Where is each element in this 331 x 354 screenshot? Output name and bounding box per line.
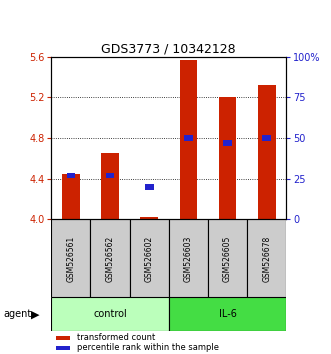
Bar [169,297,286,331]
Bar [51,297,169,331]
Text: GSM526602: GSM526602 [145,235,154,281]
Text: control: control [93,309,127,319]
Bar [62,174,80,219]
Bar [145,184,154,190]
Title: GDS3773 / 10342128: GDS3773 / 10342128 [102,42,236,56]
Bar [208,219,247,297]
Bar [51,219,90,297]
Bar [184,135,193,141]
Text: agent: agent [3,309,31,319]
Bar [219,97,236,219]
Bar [247,219,286,297]
Bar [56,336,70,340]
Text: GSM526561: GSM526561 [67,235,75,281]
Bar [56,346,70,350]
Text: ▶: ▶ [30,309,39,319]
Bar [67,173,75,178]
Bar [90,219,130,297]
Text: IL-6: IL-6 [218,309,237,319]
Bar [140,217,158,219]
Bar [262,135,271,141]
Bar [258,85,275,219]
Text: GSM526603: GSM526603 [184,235,193,282]
Text: GSM526605: GSM526605 [223,235,232,282]
Bar [169,219,208,297]
Text: transformed count: transformed count [77,333,156,342]
Bar [223,140,232,146]
Bar [101,153,119,219]
Bar [130,219,169,297]
Text: percentile rank within the sample: percentile rank within the sample [77,343,219,352]
Text: GSM526562: GSM526562 [106,235,115,281]
Bar [106,173,115,178]
Bar [180,60,197,219]
Text: GSM526678: GSM526678 [262,235,271,281]
